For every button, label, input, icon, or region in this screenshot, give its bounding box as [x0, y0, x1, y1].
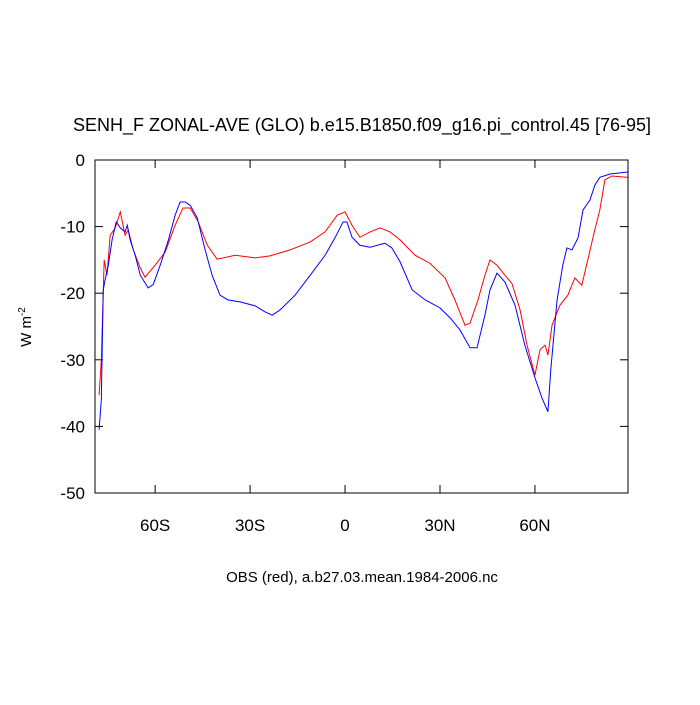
y-axis-label-text: W m — [18, 316, 35, 347]
y-tick-label: -10 — [60, 218, 85, 237]
y-tick-label: -40 — [60, 417, 85, 436]
x-tick-label: 60S — [140, 516, 170, 535]
y-tick-label: -30 — [60, 351, 85, 370]
series-line — [98, 171, 629, 430]
y-axis-label-sup: -2 — [17, 307, 28, 316]
plot-area: 0 -10 -20 -30 -40 -50 60S 30S 0 30N 60N — [60, 151, 629, 535]
y-tick-label: -50 — [60, 484, 85, 503]
chart-title: SENH_F ZONAL-AVE (GLO) b.e15.B1850.f09_g… — [73, 115, 651, 136]
x-tick-label: 30N — [424, 516, 455, 535]
plot-frame — [94, 159, 629, 494]
x-tick-label: 30S — [235, 516, 265, 535]
y-tick-label: 0 — [76, 151, 85, 170]
x-tick-label: 0 — [340, 516, 349, 535]
series-line — [98, 175, 629, 396]
y-axis-label: W m-2 — [17, 307, 35, 347]
x-axis-label: OBS (red), a.b27.03.mean.1984-2006.nc — [226, 569, 498, 586]
x-tick-label: 60N — [519, 516, 550, 535]
y-tick-label: -20 — [60, 284, 85, 303]
